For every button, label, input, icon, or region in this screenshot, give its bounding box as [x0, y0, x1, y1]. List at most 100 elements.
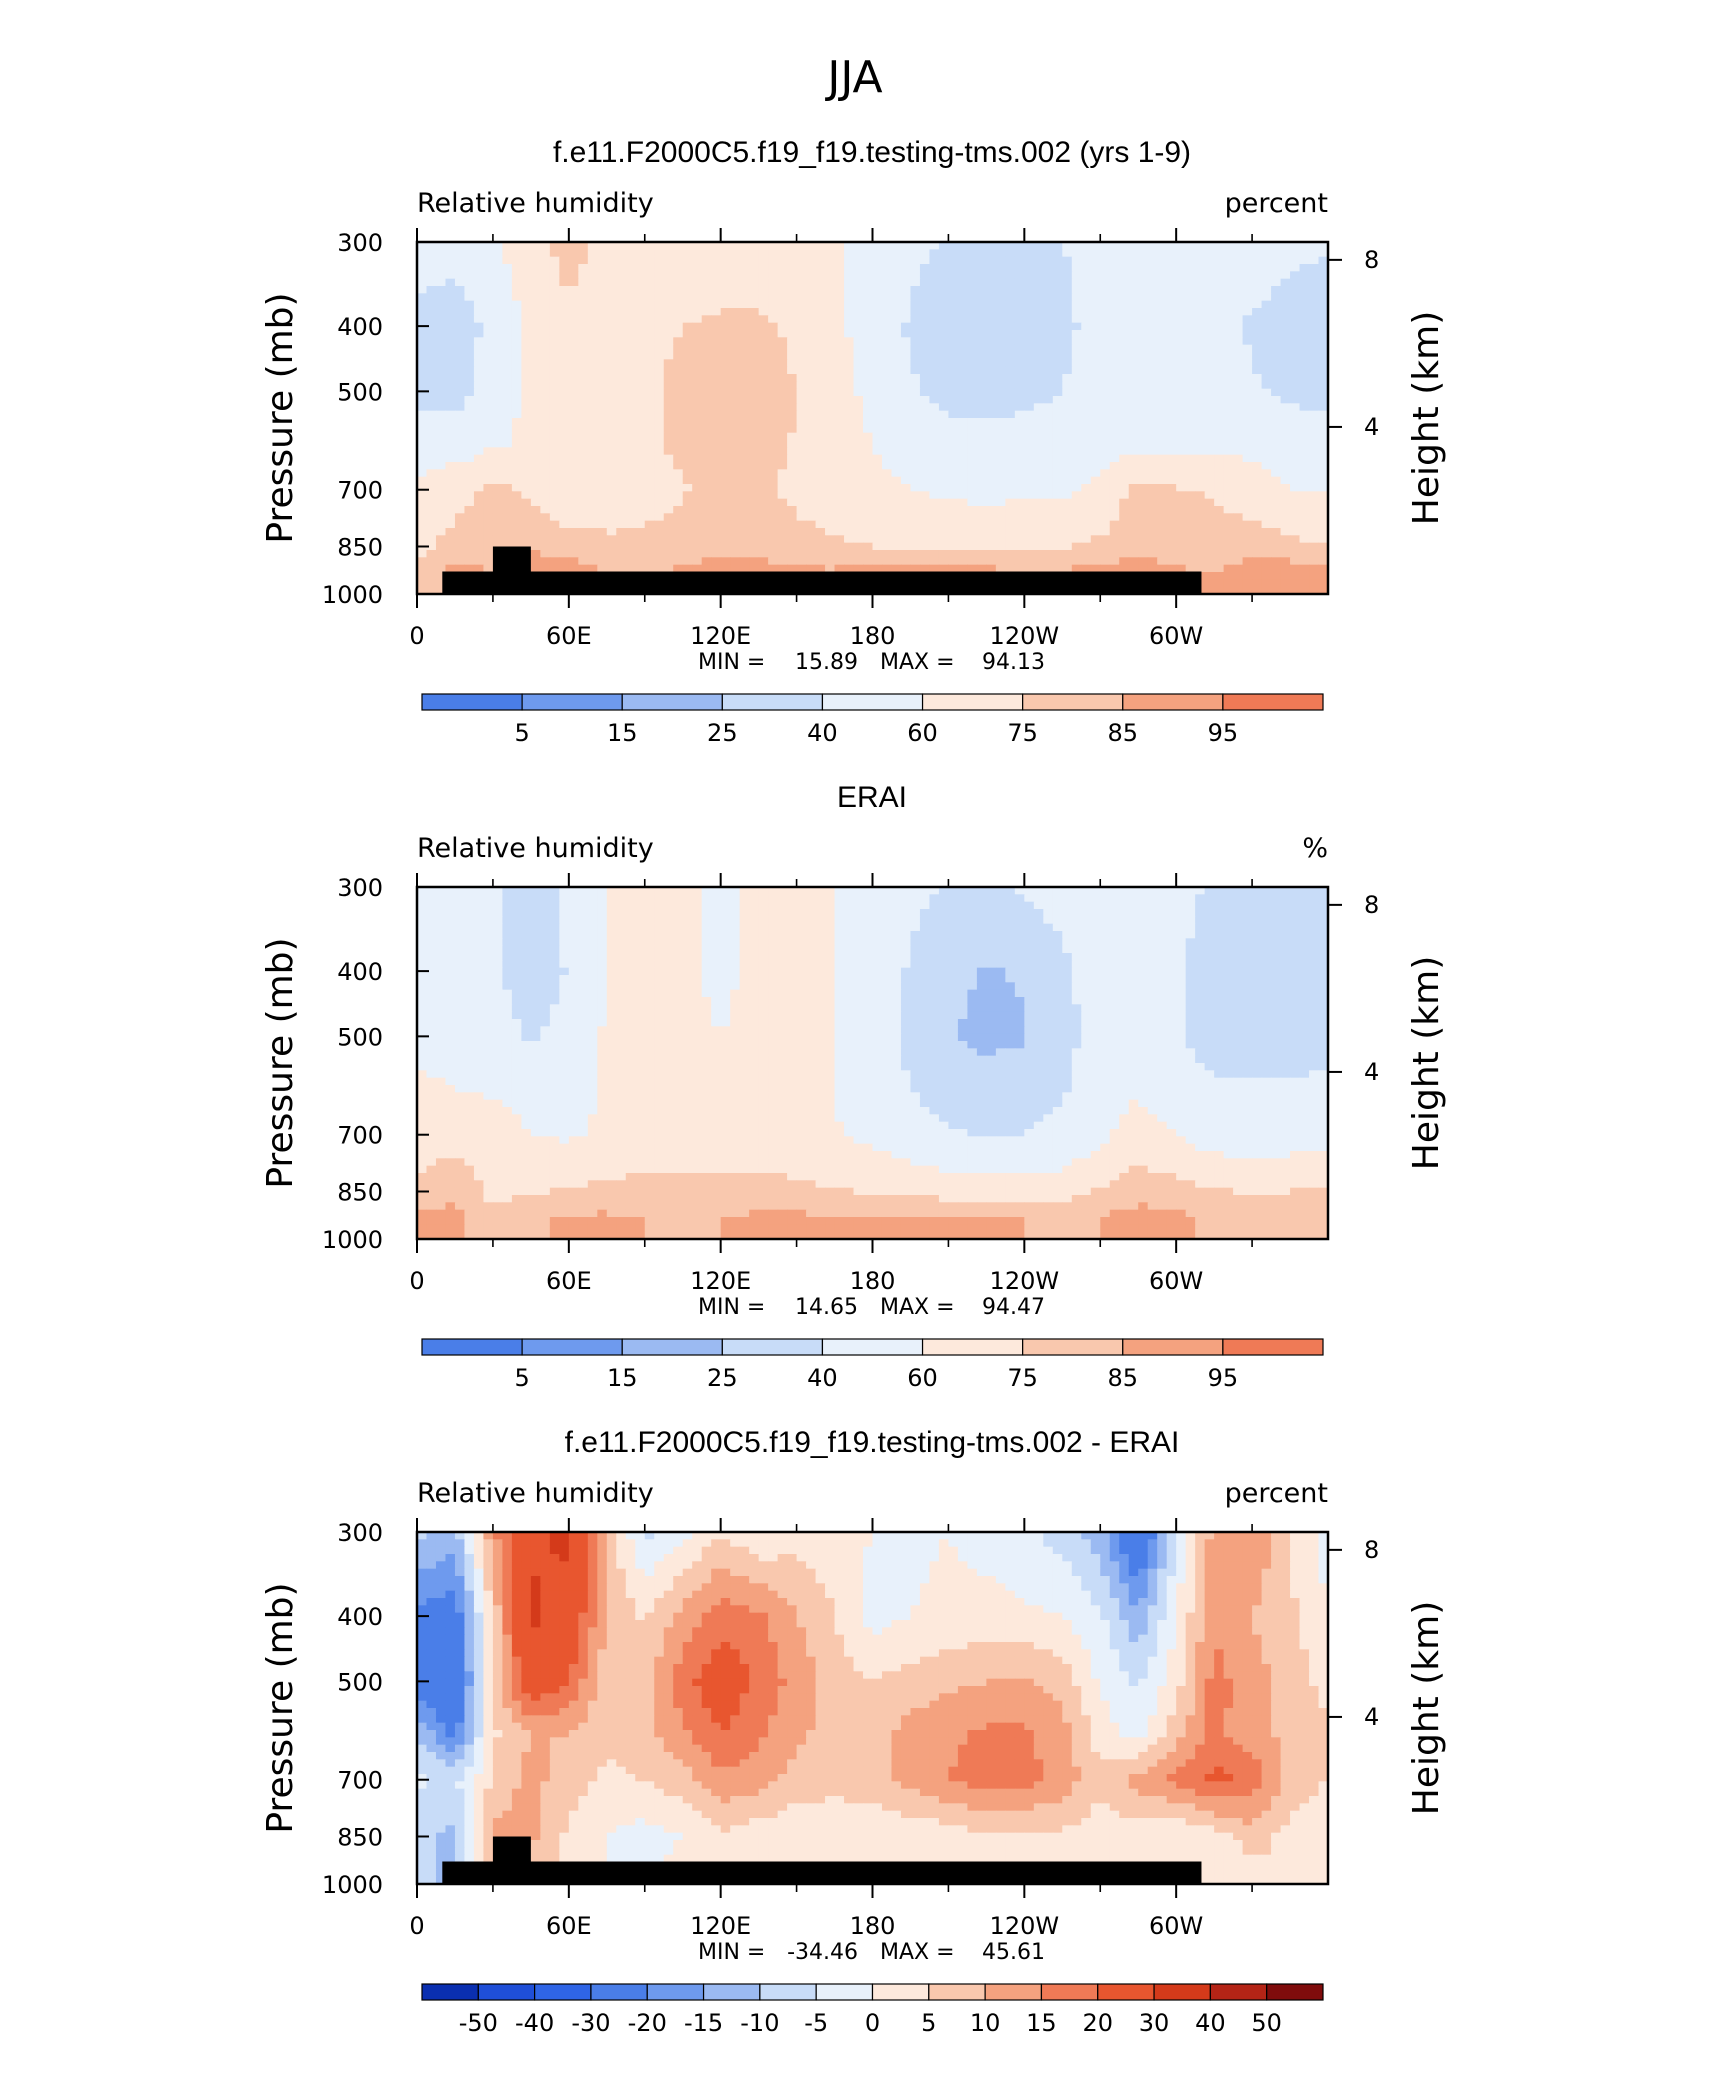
- contour-cell: [730, 535, 741, 544]
- contour-cell: [464, 901, 475, 910]
- contour-cell: [711, 498, 722, 507]
- contour-cell: [417, 308, 428, 316]
- contour-cell: [1309, 520, 1320, 529]
- contour-cell: [1014, 535, 1025, 544]
- contour-cell: [1157, 293, 1168, 302]
- contour-cell: [644, 484, 655, 492]
- contour-cell: [1166, 256, 1177, 265]
- contour-cell: [957, 462, 968, 470]
- contour-cell: [758, 344, 769, 353]
- contour-cell: [559, 381, 570, 390]
- contour-cell: [1109, 498, 1120, 507]
- contour-cell: [1138, 403, 1149, 412]
- contour-cell: [521, 410, 532, 419]
- contour-cell: [938, 498, 950, 507]
- contour-cell: [1014, 359, 1025, 368]
- contour-cell: [768, 352, 779, 360]
- contour-cell: [1252, 374, 1263, 382]
- contour-cell: [1280, 410, 1291, 419]
- contour-cell: [777, 242, 788, 250]
- contour-cell: [1214, 264, 1225, 272]
- contour-cell: [938, 264, 950, 272]
- contour-cell: [597, 462, 608, 470]
- min-value: 15.89: [795, 650, 858, 675]
- contour-cell: [616, 242, 627, 250]
- contour-cell: [1052, 425, 1063, 434]
- contour-cell: [1176, 564, 1187, 573]
- contour-cell: [777, 278, 788, 287]
- contour-cell: [796, 418, 807, 426]
- contour-cell: [549, 520, 560, 529]
- contour-cell: [967, 337, 978, 346]
- contour-cell: [1081, 381, 1092, 390]
- contour-cell: [1185, 454, 1196, 463]
- contour-cell: [644, 557, 655, 566]
- contour-cell: [1071, 315, 1082, 324]
- contour-cell: [720, 388, 731, 397]
- contour-cell: [957, 410, 968, 419]
- contour-cell: [1271, 293, 1282, 302]
- contour-cell: [787, 256, 798, 265]
- contour-cell: [806, 887, 817, 895]
- contour-cell: [1185, 557, 1196, 566]
- contour-cell: [559, 476, 570, 485]
- contour-cell: [663, 256, 674, 265]
- contour-cell: [1185, 359, 1196, 368]
- contour-cell: [1223, 564, 1234, 573]
- contour-cell: [1005, 315, 1016, 324]
- contour-cell: [1242, 418, 1253, 426]
- contour-cell: [938, 894, 950, 903]
- contour-cell: [445, 330, 456, 338]
- contour-cell: [749, 425, 760, 434]
- contour-cell: [663, 432, 674, 441]
- contour-cell: [435, 396, 447, 404]
- contour-cell: [1147, 374, 1158, 382]
- contour-cell: [1223, 550, 1234, 558]
- contour-cell: [587, 894, 598, 903]
- contour-cell: [673, 249, 684, 258]
- contour-cell: [635, 410, 646, 419]
- contour-cell: [891, 366, 902, 375]
- contour-cell: [796, 242, 807, 250]
- contour-cell: [910, 337, 921, 346]
- contour-cell: [1233, 300, 1244, 309]
- contour-cell: [635, 315, 646, 324]
- contour-cell: [625, 901, 636, 910]
- contour-cell: [597, 513, 608, 522]
- contour-cell: [1109, 564, 1120, 573]
- contour-cell: [919, 454, 931, 463]
- contour-cell: [1100, 388, 1111, 397]
- contour-cell: [426, 344, 437, 353]
- contour-cell: [1242, 586, 1253, 594]
- contour-cell: [445, 337, 456, 346]
- contour-cell: [1185, 278, 1196, 287]
- contour-cell: [1147, 513, 1158, 522]
- contour-cell: [454, 330, 466, 338]
- contour-cell: [1100, 374, 1111, 382]
- contour-cell: [1318, 256, 1328, 265]
- contour-cell: [663, 418, 674, 426]
- contour-cell: [1195, 528, 1206, 536]
- contour-cell: [417, 344, 428, 353]
- contour-cell: [483, 564, 494, 573]
- contour-cell: [521, 249, 532, 258]
- contour-cell: [1204, 447, 1215, 456]
- contour-cell: [1147, 410, 1158, 419]
- contour-cell: [796, 396, 807, 404]
- contour-cell: [948, 894, 959, 903]
- contour-cell: [692, 484, 703, 492]
- contour-cell: [578, 330, 589, 338]
- contour-cell: [919, 506, 931, 514]
- contour-cell: [1071, 418, 1082, 426]
- contour-cell: [663, 894, 674, 903]
- contour-cell: [1014, 366, 1025, 375]
- contour-cell: [578, 528, 589, 536]
- contour-cell: [853, 901, 864, 910]
- contour-cell: [1299, 498, 1310, 507]
- contour-cell: [1062, 388, 1073, 397]
- contour-cell: [948, 410, 959, 419]
- contour-cell: [815, 293, 826, 302]
- contour-cell: [711, 366, 722, 375]
- contour-cell: [1223, 432, 1234, 441]
- contour-cell: [919, 462, 931, 470]
